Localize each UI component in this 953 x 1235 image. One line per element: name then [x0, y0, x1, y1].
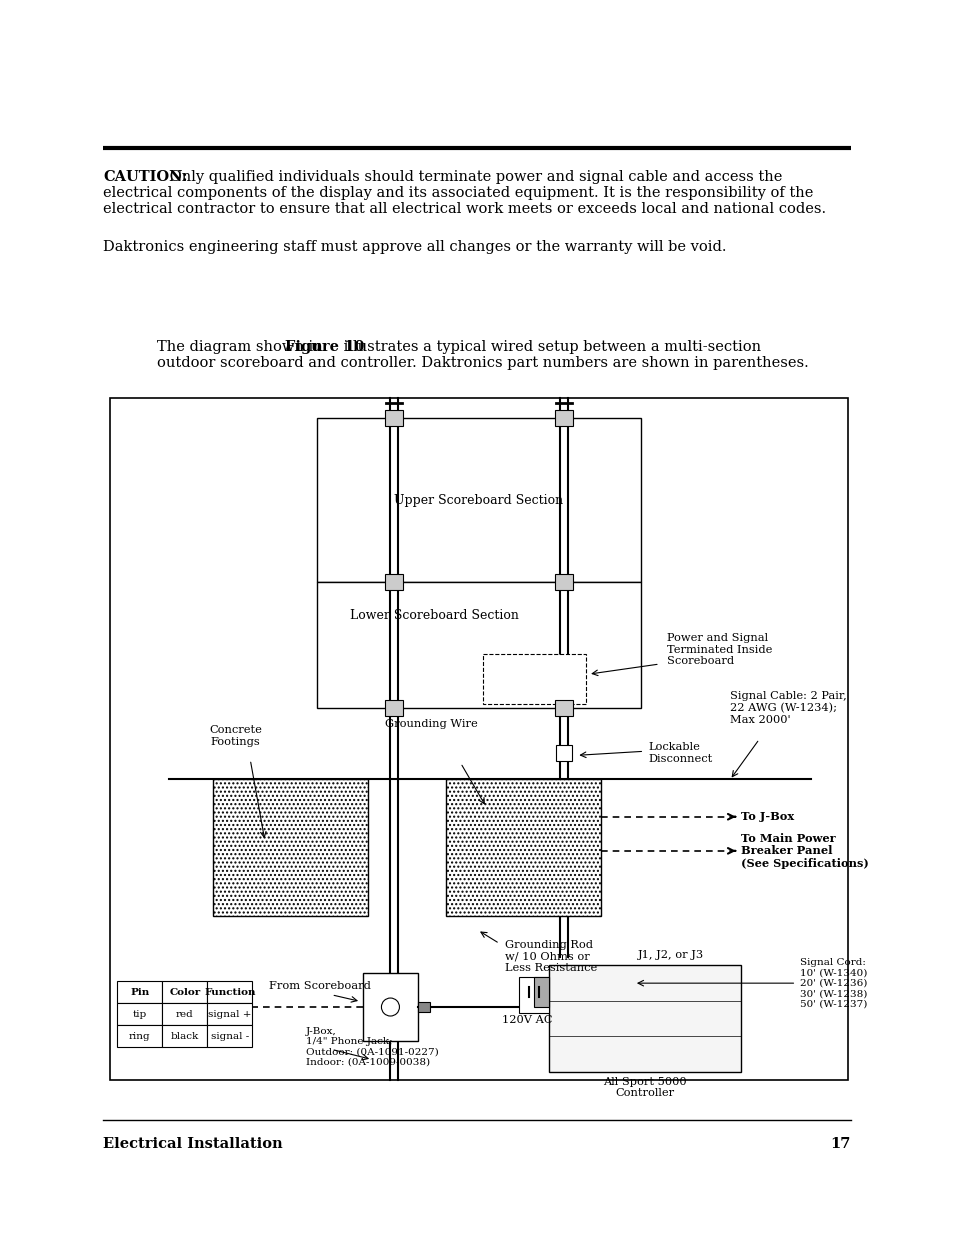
Bar: [385, 574, 403, 590]
Text: CAUTION:: CAUTION:: [103, 170, 188, 184]
Text: Color: Color: [169, 988, 200, 997]
Bar: [162, 1003, 207, 1025]
Bar: [213, 778, 368, 916]
Text: red: red: [175, 1009, 193, 1019]
Text: Grounding Rod
w/ 10 Ohms or
Less Resistance: Grounding Rod w/ 10 Ohms or Less Resista…: [504, 940, 597, 973]
Bar: [162, 981, 207, 1003]
Text: Power and Signal
Terminated Inside
Scoreboard: Power and Signal Terminated Inside Score…: [666, 634, 772, 667]
Text: Electrical Installation: Electrical Installation: [103, 1137, 282, 1151]
Bar: [117, 981, 162, 1003]
Text: Only qualified individuals should terminate power and signal cable and access th: Only qualified individuals should termin…: [165, 170, 781, 184]
Text: J1, J2, or J3: J1, J2, or J3: [638, 950, 703, 960]
Text: Concrete
Footings: Concrete Footings: [209, 725, 262, 747]
Text: Grounding Wire: Grounding Wire: [384, 719, 476, 729]
Bar: [162, 1025, 207, 1047]
Text: illustrates a typical wired setup between a multi-section: illustrates a typical wired setup betwee…: [338, 340, 760, 354]
Text: Upper Scoreboard Section: Upper Scoreboard Section: [394, 494, 563, 506]
Bar: [362, 973, 417, 1041]
Text: electrical contractor to ensure that all electrical work meets or exceeds local : electrical contractor to ensure that all…: [103, 203, 825, 216]
Text: The diagram shown in: The diagram shown in: [157, 340, 327, 354]
Bar: [518, 977, 549, 1013]
Text: Signal Cable: 2 Pair,
22 AWG (W-1234);
Max 2000': Signal Cable: 2 Pair, 22 AWG (W-1234); M…: [729, 692, 845, 725]
Bar: [482, 653, 585, 704]
Text: From Scoreboard: From Scoreboard: [269, 981, 371, 992]
Circle shape: [381, 998, 399, 1016]
Text: Function: Function: [204, 988, 255, 997]
Text: 17: 17: [830, 1137, 850, 1151]
Text: 120V AC: 120V AC: [501, 1015, 552, 1025]
Bar: [555, 700, 572, 716]
Bar: [316, 419, 640, 582]
Text: outdoor scoreboard and controller. Daktronics part numbers are shown in parenthe: outdoor scoreboard and controller. Daktr…: [157, 356, 808, 370]
Bar: [534, 977, 549, 1007]
Text: ring: ring: [129, 1031, 151, 1041]
Bar: [117, 1003, 162, 1025]
Bar: [555, 574, 572, 590]
Text: signal +: signal +: [208, 1009, 252, 1019]
Text: Signal Cord:
10' (W-1340)
20' (W-1236)
30' (W-1238)
50' (W-1237): Signal Cord: 10' (W-1340) 20' (W-1236) 3…: [800, 958, 866, 1009]
Bar: [445, 778, 600, 916]
Text: Pin: Pin: [131, 988, 150, 997]
Bar: [556, 745, 571, 761]
Bar: [316, 582, 640, 709]
Bar: [207, 1003, 253, 1025]
Text: Daktronics engineering staff must approve all changes or the warranty will be vo: Daktronics engineering staff must approv…: [103, 240, 726, 254]
Text: Figure 10: Figure 10: [285, 340, 364, 354]
Text: electrical components of the display and its associated equipment. It is the res: electrical components of the display and…: [103, 186, 813, 200]
Text: black: black: [171, 1031, 199, 1041]
Text: signal -: signal -: [211, 1031, 249, 1041]
Text: J-Box,
1/4" Phone Jack;
Outdoor: (0A-1091-0227)
Indoor: (0A-1009-0038): J-Box, 1/4" Phone Jack; Outdoor: (0A-109…: [305, 1026, 437, 1067]
Bar: [555, 410, 572, 426]
Bar: [549, 966, 740, 1072]
Text: To J-Box: To J-Box: [740, 811, 793, 823]
Text: All Sport 5000
Controller: All Sport 5000 Controller: [602, 1077, 686, 1098]
Text: tip: tip: [132, 1009, 147, 1019]
Text: To Main Power
Breaker Panel
(See Specifications): To Main Power Breaker Panel (See Specifi…: [740, 832, 868, 869]
Bar: [207, 981, 253, 1003]
Bar: [417, 1002, 430, 1011]
Text: Lockable
Disconnect: Lockable Disconnect: [648, 742, 712, 764]
Bar: [207, 1025, 253, 1047]
Text: Lower Scoreboard Section: Lower Scoreboard Section: [350, 609, 518, 622]
Bar: [385, 410, 403, 426]
Bar: [110, 398, 847, 1079]
Bar: [385, 700, 403, 716]
Bar: [117, 1025, 162, 1047]
